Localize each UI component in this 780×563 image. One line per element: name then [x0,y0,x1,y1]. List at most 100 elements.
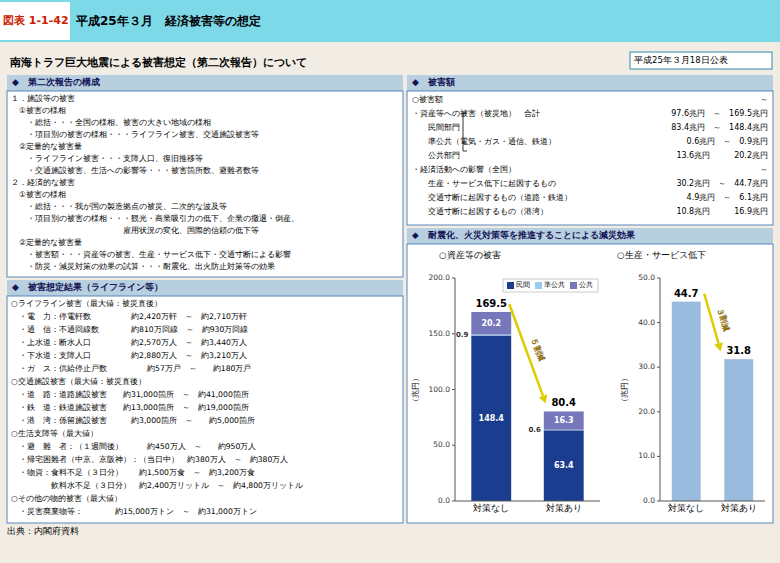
section-header [7,75,403,91]
bar [544,430,584,501]
text-line: ○交通施設被害（最大値：被災直後） [11,377,146,386]
damage-value: ～ [760,95,768,104]
title-label-box [0,2,70,40]
damage-label: 生産・サービス低下に起因するもの [412,179,556,188]
chart-title: ○資産等の被害 [439,250,501,260]
y-axis [455,278,456,501]
chart-title: ○生産・サービス低下 [617,250,706,260]
data-label: 16.3 [554,416,574,425]
tick-label: 150.0 [429,329,451,338]
chart-box [407,244,773,523]
damage-label: 民間部門 [412,123,460,132]
legend-entry: 公共 [579,281,593,289]
tick-label: 20.0 [638,407,655,416]
reduction-arrow-head [714,342,723,351]
damage-value: 30.2兆円 ～ 44.7兆円 [676,179,768,188]
legend-entry: 準公共 [544,281,565,289]
legend-swatch [535,282,542,289]
background [0,0,780,563]
text-line: ・災害廃棄物等： 約15,000万トン ～ 約31,000万トン [11,507,257,516]
text-line: ○その他の物的被害（最大値） [11,494,122,503]
labels: 148.463.40.90.620.216.3169.580.4 [456,298,576,470]
tick-label: 100.0 [429,385,451,394]
text-line: ・ガ ス：供給停止戸数 約57万戸 ～ 約180万戸 [11,364,251,373]
figure-label: 図表 1-1-42 [3,14,69,27]
text-line: ・帰宅困難者（中京、京阪神）：（当日中） 約380万人 ～ 約380万人 [11,455,288,464]
text-line: ○生活支障等（最大値） [11,429,98,438]
category-label: 対策あり [546,503,582,513]
data-label: 0.6 [528,426,541,434]
total-label: 80.4 [551,397,576,408]
text-line: ・道 路：道路施設被害 約31,000箇所 ～ 約41,000箇所 [11,390,249,399]
text-box [407,91,773,225]
date-box [630,52,772,69]
text-line: ・項目別の被害の様相・・・ライフライン被害、交通施設被害等 [11,130,259,139]
damage-value: 97.6兆円 ～ 169.5兆円 [671,109,768,118]
date: 平成25年３月18日公表 [634,55,728,65]
axis-label: （兆円） [411,374,420,406]
text-line: ２．経済的な被害 [11,178,75,187]
brace [463,113,467,151]
section-title: ◆ 被害額 [412,77,455,87]
damage-value: ～ [760,165,768,174]
text-line: ・物資：食料不足（３日分） 約1,500万食 ～ 約3,200万食 [11,468,255,477]
text-line: ・避 難 者：（１週間後） 約450万人 ～ 約950万人 [11,442,256,451]
damage-label: 公共部門 [412,151,460,160]
text-line: ・通 信：不通回線数 約810万回線 ～ 約930万回線 [11,325,248,334]
chart: ○資産等の被害0.050.0100.0150.0200.0（兆円）148.463… [411,250,600,512]
text-line: １．施設等の被害 [11,94,75,103]
legend-frame [503,279,598,292]
data-label: 31.8 [726,345,751,356]
chart: ○生産・サービス低下0.010.020.030.040.050.0（兆円）44.… [617,250,765,512]
text-line: ・電 力：停電軒数 約2,420万軒 ～ 約2,710万軒 [11,312,247,321]
damage-value: 0.6兆円 ～ 0.9兆円 [687,137,768,146]
bar [672,302,701,501]
text-line: 飲料水不足（３日分） 約2,400万リットル ～ 約4,800万リットル [11,481,303,490]
labels: 44.731.8 [674,288,751,357]
damage-label: 交通寸断に起因するもの（道路・鉄道） [412,193,572,202]
tick-label: 50.0 [433,440,450,449]
total-label: 169.5 [475,298,507,309]
bar [544,411,584,429]
text-line: ①被害の様相 [11,190,66,199]
damage-value: 13.6兆円 20.2兆円 [676,151,768,160]
section-title: ◆ 耐震化、火災対策等を推進することによる減災効果 [412,230,636,240]
tick-label: 200.0 [429,273,451,282]
damage-value: 4.9兆円 ～ 6.1兆円 [687,193,768,202]
x-axis [660,501,765,502]
category-label: 対策なし [473,503,509,513]
data-label: 148.4 [479,414,505,423]
section-title: ◆ 被害想定結果（ライフライン等） [12,282,163,292]
reduction-arrow-head [539,394,547,403]
text-line: ・交通施設被害、生活への影響等・・・被害箇所数、避難者数等 [11,166,259,175]
text-box [7,91,403,277]
text-line: ・鉄 道：鉄道施設被害 約13,000箇所 ～ 約19,000箇所 [11,403,249,412]
text-line: ・項目別の被害の様相・・・観光・商業吸引力の低下、企業の撤退・倒産、 [11,214,299,223]
bars [471,312,583,501]
reduction-arrow [704,294,718,344]
category-label: 対策なし [668,503,704,513]
x-axis [455,501,600,502]
tick-label: 50.0 [638,273,655,282]
category-label: 対策あり [721,503,757,513]
annotation: ５割減 [529,337,546,363]
text-box [7,296,403,523]
annotation: ３割減 [715,307,730,333]
data-label: 0.9 [456,331,469,339]
subtitle: 南海トラフ巨大地震による被害想定（第二次報告）について [9,56,307,69]
legend-swatch [570,282,577,289]
section-header [407,228,773,244]
bar [471,336,511,501]
text-line: ・防災・減災対策の効果の試算・・・耐震化、出火防止対策等の効果 [11,262,275,271]
tick-label: 10.0 [638,451,655,460]
damage-label: 交通寸断に起因するもの（港湾） [412,207,548,216]
legend-entry: 民間 [516,281,530,289]
footer: 出典：内閣府資料 [7,526,79,536]
tick-label: 0.0 [438,496,450,505]
bars [672,302,753,501]
section-header [407,75,773,91]
damage-label: ○被害額 [412,95,443,104]
tick-label: 30.0 [638,362,655,371]
text-line: ・港 湾：係留施設被害 約3,000箇所 ～ 約5,000箇所 [11,416,255,425]
text-line: ・ライフライン被害・・・支障人口、復旧推移等 [11,154,203,163]
